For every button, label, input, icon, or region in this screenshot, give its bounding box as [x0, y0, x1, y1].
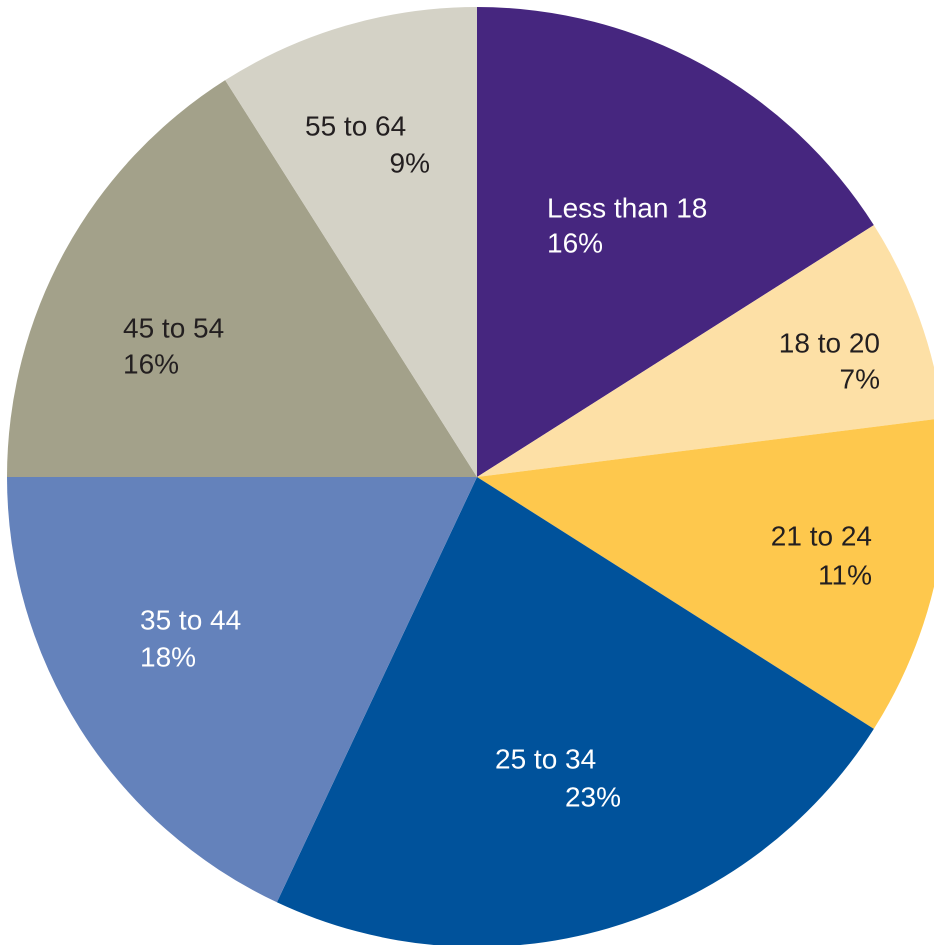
slice-value-label: 11%	[818, 559, 872, 590]
slice-value-label: 7%	[840, 363, 880, 394]
slice-value-label: 16%	[123, 348, 179, 379]
slice-label: Less than 18	[547, 192, 707, 223]
pie-slice	[7, 80, 477, 477]
slice-label: 35 to 44	[140, 604, 241, 635]
pie-slice	[225, 7, 477, 477]
slice-value-label: 23%	[565, 781, 621, 812]
slice-value-label: 18%	[140, 641, 196, 672]
slice-label: 25 to 34	[495, 743, 596, 774]
slice-label: 21 to 24	[771, 520, 872, 551]
pie-slice	[477, 419, 934, 729]
pie-slice	[477, 7, 874, 477]
pie-slice	[6, 477, 477, 903]
pie-slice	[477, 225, 934, 477]
slice-value-label: 16%	[547, 227, 603, 258]
slice-label: 18 to 20	[779, 327, 880, 358]
pie-slice	[276, 477, 874, 945]
slice-label: 55 to 64	[305, 110, 406, 141]
slice-label: 45 to 54	[123, 312, 224, 343]
slice-value-label: 9%	[390, 147, 430, 178]
